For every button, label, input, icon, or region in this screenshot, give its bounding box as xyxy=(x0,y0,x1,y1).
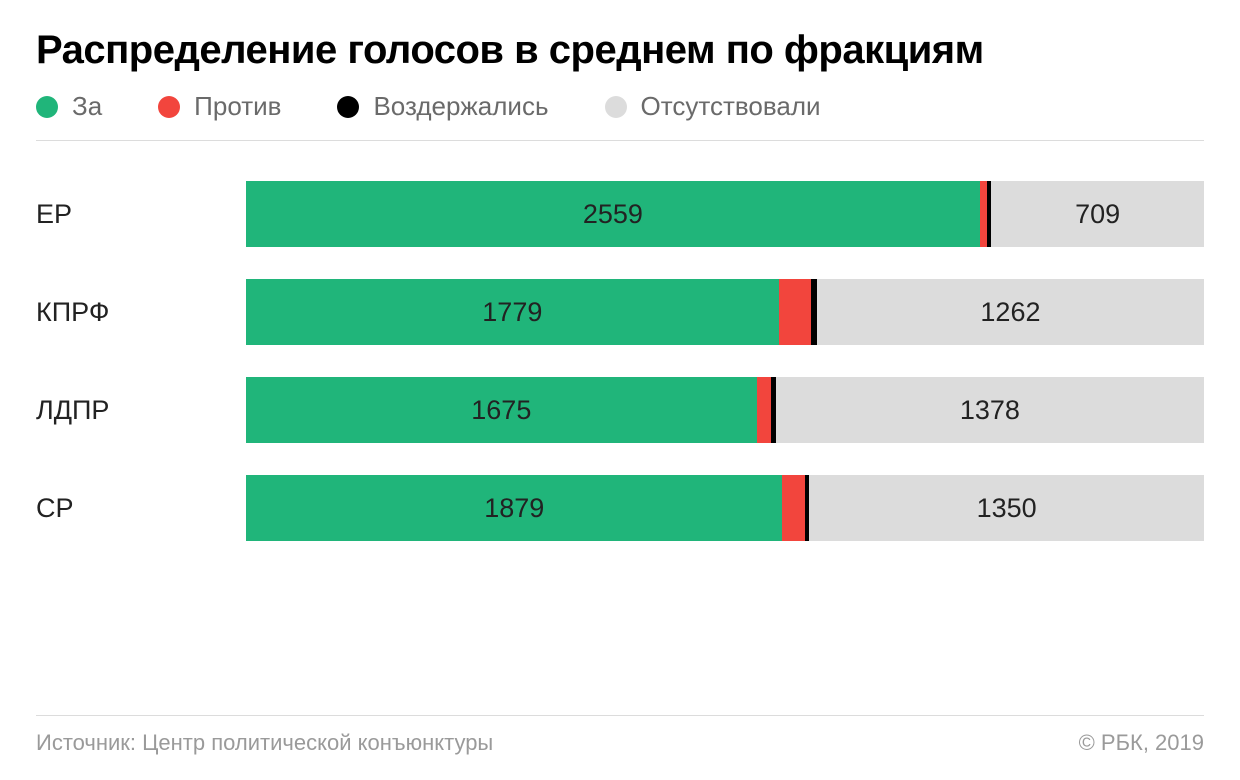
swatch-absent xyxy=(605,96,627,118)
bar-row: КПРФ 1779 1262 xyxy=(36,279,1204,345)
segment-value: 1378 xyxy=(960,395,1020,426)
segment-absent: 1378 xyxy=(776,377,1204,443)
segment-against xyxy=(782,475,804,541)
bar-row: СР 1879 1350 xyxy=(36,475,1204,541)
header-divider xyxy=(36,140,1204,141)
segment-absent: 709 xyxy=(991,181,1204,247)
swatch-against xyxy=(158,96,180,118)
segment-absent: 1262 xyxy=(817,279,1204,345)
segment-value: 1779 xyxy=(482,297,542,328)
segment-value: 709 xyxy=(1075,199,1120,230)
credit-text: © РБК, 2019 xyxy=(1079,730,1204,756)
legend-label: За xyxy=(72,91,102,122)
stacked-bar: 1675 1378 xyxy=(246,377,1204,443)
legend-item-abstain: Воздержались xyxy=(337,91,548,122)
row-label: СР xyxy=(36,493,246,524)
segment-absent: 1350 xyxy=(809,475,1204,541)
legend-item-absent: Отсутствовали xyxy=(605,91,821,122)
segment-for: 1675 xyxy=(246,377,757,443)
row-label: ЕР xyxy=(36,199,246,230)
legend-label: Против xyxy=(194,91,281,122)
legend: За Против Воздержались Отсутствовали xyxy=(36,91,1204,140)
row-label: ЛДПР xyxy=(36,395,246,426)
source-text: Источник: Центр политической конъюнктуры xyxy=(36,730,493,756)
segment-value: 2559 xyxy=(583,199,643,230)
legend-item-against: Против xyxy=(158,91,281,122)
swatch-for xyxy=(36,96,58,118)
legend-label: Воздержались xyxy=(373,91,548,122)
stacked-bar: 1779 1262 xyxy=(246,279,1204,345)
segment-value: 1879 xyxy=(484,493,544,524)
stacked-bar: 1879 1350 xyxy=(246,475,1204,541)
segment-value: 1350 xyxy=(977,493,1037,524)
legend-label: Отсутствовали xyxy=(641,91,821,122)
segment-against xyxy=(757,377,771,443)
stacked-bar: 2559 709 xyxy=(246,181,1204,247)
bar-row: ЕР 2559 709 xyxy=(36,181,1204,247)
segment-value: 1262 xyxy=(980,297,1040,328)
segment-for: 2559 xyxy=(246,181,980,247)
segment-value: 1675 xyxy=(471,395,531,426)
row-label: КПРФ xyxy=(36,297,246,328)
bar-row: ЛДПР 1675 1378 xyxy=(36,377,1204,443)
bar-rows: ЕР2559709КПРФ17791262ЛДПР16751378СР18791… xyxy=(36,181,1204,541)
chart-title: Распределение голосов в среднем по фракц… xyxy=(36,28,1204,73)
swatch-abstain xyxy=(337,96,359,118)
segment-against xyxy=(779,279,812,345)
chart-footer: Источник: Центр политической конъюнктуры… xyxy=(36,715,1204,756)
segment-for: 1879 xyxy=(246,475,782,541)
segment-for: 1779 xyxy=(246,279,779,345)
legend-item-for: За xyxy=(36,91,102,122)
segment-against xyxy=(980,181,987,247)
chart-container: Распределение голосов в среднем по фракц… xyxy=(0,0,1240,780)
